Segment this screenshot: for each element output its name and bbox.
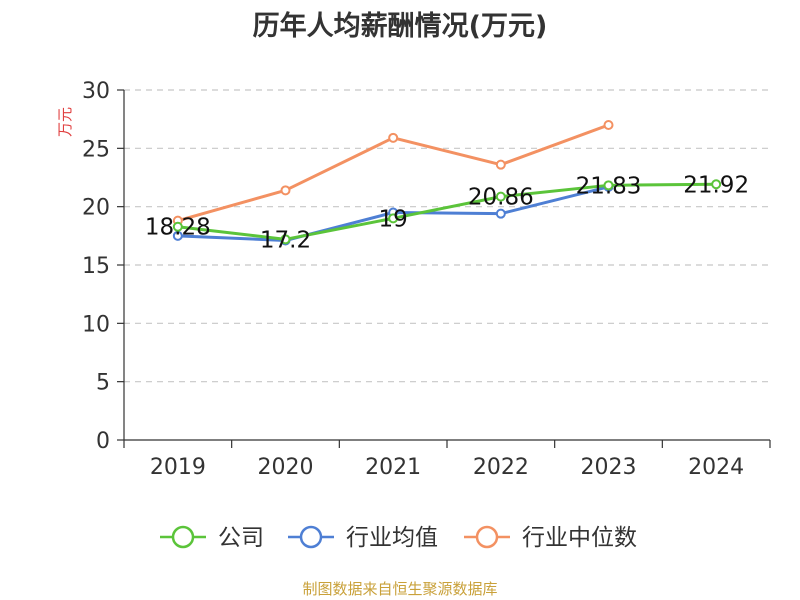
data-label: 19 [379, 206, 408, 232]
data-point [172, 221, 183, 232]
legend-marker [475, 525, 499, 549]
series-line-0 [177, 182, 717, 241]
data-point [495, 208, 506, 219]
data-label: 17.2 [260, 227, 311, 253]
data-point [172, 230, 183, 241]
data-label: 21.83 [576, 173, 642, 199]
legend-marker [299, 525, 323, 549]
data-point [280, 234, 291, 245]
legend-label: 行业中位数 [522, 525, 637, 551]
y-tick-label: 25 [82, 137, 110, 162]
data-point [388, 132, 399, 143]
chart-title: 历年人均薪酬情况(万元) [252, 11, 548, 42]
x-tick-label: 2019 [150, 455, 206, 480]
y-axis-title: 万元 [56, 107, 74, 137]
y-tick-label: 30 [82, 79, 110, 104]
data-label: 21.92 [683, 172, 749, 198]
y-tick-label: 0 [96, 429, 110, 454]
data-point [495, 191, 506, 202]
x-tick-label: 2023 [581, 455, 637, 480]
x-tick-label: 2020 [258, 455, 314, 480]
y-tick-label: 10 [82, 312, 110, 337]
x-tick-label: 2024 [688, 455, 744, 480]
legend-label: 行业均值 [346, 525, 438, 551]
x-tick-label: 2021 [365, 455, 421, 480]
legend-label: 公司 [218, 525, 264, 551]
y-tick-label: 5 [96, 371, 110, 396]
data-point [280, 185, 291, 196]
data-point [603, 120, 614, 130]
y-tick-label: 15 [82, 254, 110, 279]
data-label: 18.28 [145, 215, 211, 241]
data-point [711, 179, 722, 190]
x-tick-label: 2022 [473, 455, 529, 480]
legend-marker [171, 525, 195, 549]
data-source-note: 制图数据来自恒生聚源数据库 [302, 580, 498, 598]
data-point [495, 159, 506, 170]
y-tick-label: 20 [82, 196, 110, 221]
data-point [388, 213, 399, 224]
data-label: 20.86 [468, 185, 534, 211]
data-point [603, 180, 614, 191]
